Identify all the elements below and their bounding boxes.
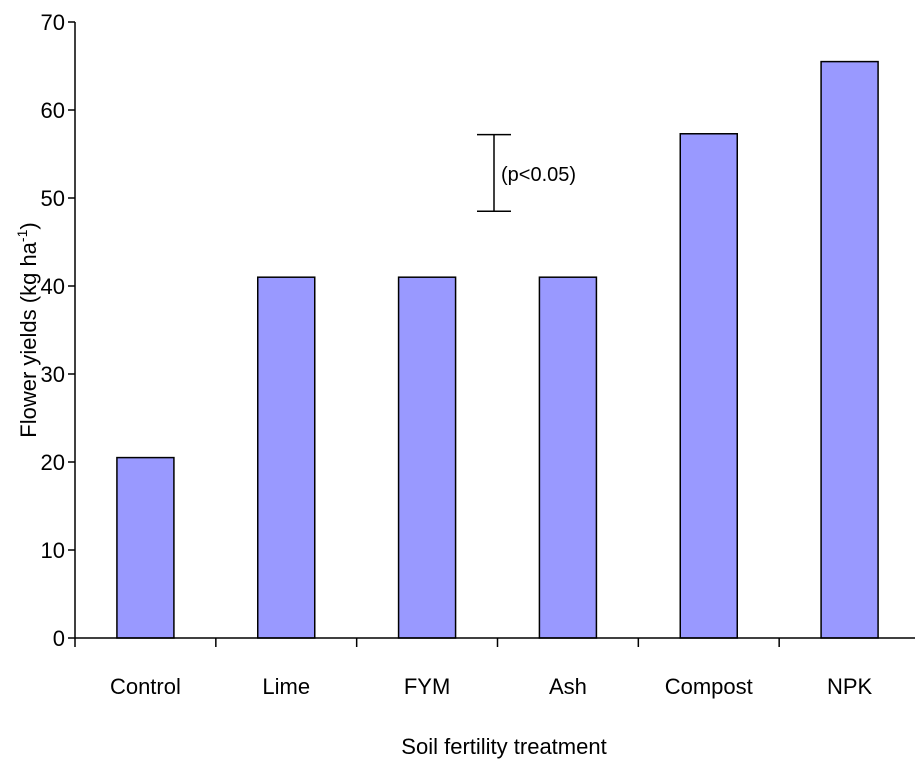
x-tick-label: NPK xyxy=(827,674,873,699)
y-tick-label: 0 xyxy=(53,626,65,651)
significance-label: (p<0.05) xyxy=(501,164,576,186)
x-axis-title: Soil fertility treatment xyxy=(401,734,606,759)
y-axis-title-main: Flower yields (kg ha xyxy=(16,241,41,437)
bar-ash xyxy=(538,276,598,639)
x-tick-label: FYM xyxy=(404,674,450,699)
y-tick-label: 70 xyxy=(41,10,65,35)
x-tick-label: Compost xyxy=(665,674,753,699)
bar-fym xyxy=(397,276,457,639)
y-tick-label: 60 xyxy=(41,98,65,123)
y-axis-title-sup: -1 xyxy=(14,229,30,242)
significance-annotation: (p<0.05) xyxy=(477,133,576,212)
bar-control xyxy=(116,456,175,639)
bar-compost xyxy=(679,133,738,639)
x-tick-label: Ash xyxy=(549,674,587,699)
x-ticks-group: Control Lime FYM Ash Compost NPK xyxy=(74,638,873,699)
y-axis-title: Flower yields (kg ha-1) xyxy=(14,222,41,437)
y-tick-label: 20 xyxy=(41,450,65,475)
y-tick-label: 40 xyxy=(41,274,65,299)
y-axis-title-close: ) xyxy=(16,222,41,229)
y-tick-label: 50 xyxy=(41,186,65,211)
bars-group xyxy=(116,60,879,639)
x-tick-label: Lime xyxy=(262,674,310,699)
y-tick-label: 10 xyxy=(41,538,65,563)
bar-lime xyxy=(257,276,316,639)
bar-npk xyxy=(820,60,879,639)
y-ticks-group: 0 10 20 30 40 50 60 70 xyxy=(41,10,75,651)
x-tick-label: Control xyxy=(110,674,181,699)
y-tick-label: 30 xyxy=(41,362,65,387)
